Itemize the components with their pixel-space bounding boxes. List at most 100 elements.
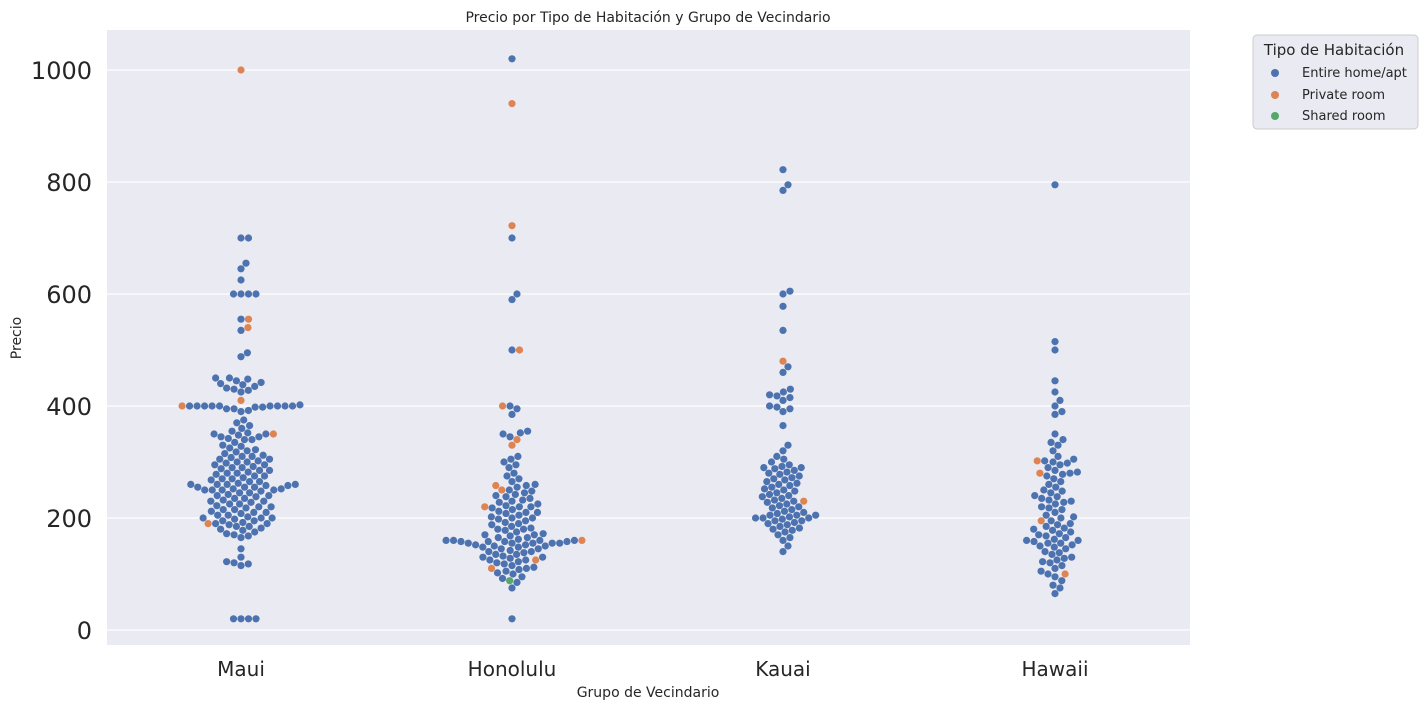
data-point <box>1058 577 1066 585</box>
data-point <box>778 515 786 523</box>
data-point <box>1070 513 1078 521</box>
data-point <box>1054 441 1062 449</box>
data-point <box>508 562 516 570</box>
data-point <box>1067 497 1075 505</box>
data-point <box>1060 524 1068 532</box>
data-point <box>764 520 772 528</box>
data-point <box>1055 549 1063 557</box>
data-point <box>530 563 538 571</box>
data-point <box>262 430 270 438</box>
data-point <box>193 402 201 410</box>
data-point <box>217 433 225 441</box>
data-point <box>237 615 245 623</box>
data-point <box>498 402 507 410</box>
data-point <box>259 403 267 411</box>
data-point <box>252 493 260 501</box>
data-point <box>805 514 813 522</box>
data-point <box>493 569 502 577</box>
data-point <box>758 493 766 501</box>
data-point <box>217 465 225 473</box>
data-point <box>1058 487 1066 495</box>
data-point <box>1045 504 1053 512</box>
data-point <box>523 534 531 542</box>
data-point <box>770 475 778 483</box>
legend-label-entire-home: Entire home/apt <box>1302 66 1407 81</box>
data-point <box>1067 528 1075 536</box>
data-point <box>239 474 247 482</box>
data-point <box>768 504 776 512</box>
data-point <box>514 452 522 460</box>
data-point <box>800 508 808 516</box>
data-point <box>508 615 516 623</box>
data-point <box>250 472 259 480</box>
data-point <box>508 296 516 304</box>
data-point <box>786 385 794 393</box>
data-point <box>1049 458 1057 466</box>
data-point <box>260 461 269 469</box>
data-point <box>1045 480 1053 488</box>
data-point <box>255 466 264 474</box>
data-point <box>219 517 227 525</box>
data-point <box>570 536 579 545</box>
data-point <box>245 489 254 497</box>
data-point <box>1059 436 1067 444</box>
data-point <box>250 483 259 491</box>
data-point <box>765 469 773 477</box>
data-point <box>224 490 232 499</box>
data-point <box>228 464 236 472</box>
data-point <box>492 481 500 490</box>
data-point <box>244 290 253 298</box>
data-point <box>244 468 252 476</box>
data-point <box>797 464 805 472</box>
data-point <box>217 380 225 388</box>
data-point <box>509 570 517 578</box>
data-point <box>779 166 787 174</box>
data-point <box>1068 553 1076 561</box>
data-point <box>784 363 792 371</box>
data-point <box>215 402 224 410</box>
data-point <box>266 402 274 410</box>
data-point <box>479 553 487 561</box>
data-point <box>776 522 784 531</box>
data-point <box>1051 590 1059 598</box>
data-point <box>520 549 528 557</box>
data-point <box>245 478 254 486</box>
data-point <box>531 480 539 488</box>
data-point <box>1058 408 1066 416</box>
y-tick-label: 0 <box>77 617 92 645</box>
data-point <box>251 446 260 454</box>
data-point <box>257 487 265 495</box>
data-point <box>506 402 514 410</box>
data-point <box>237 562 245 570</box>
data-point <box>1056 396 1064 404</box>
data-point <box>237 265 245 273</box>
data-point <box>508 234 516 242</box>
data-point <box>513 290 521 298</box>
data-point <box>257 378 265 387</box>
legend-marker-shared-room <box>1271 112 1279 120</box>
data-point <box>530 531 538 539</box>
data-point <box>1048 526 1057 534</box>
data-point <box>1055 530 1063 538</box>
data-point <box>255 478 264 486</box>
data-point <box>237 388 245 396</box>
data-point <box>208 486 216 494</box>
data-point <box>515 475 523 483</box>
y-tick-label: 600 <box>46 281 92 309</box>
data-point <box>237 290 245 298</box>
data-point <box>773 452 781 460</box>
data-point <box>779 368 787 376</box>
data-point <box>1066 469 1074 477</box>
data-point <box>1049 581 1057 589</box>
data-point <box>784 441 792 449</box>
data-point <box>793 511 801 519</box>
data-point <box>265 455 274 463</box>
data-point <box>244 532 252 540</box>
data-point <box>1047 517 1055 525</box>
data-point <box>1051 466 1059 474</box>
data-point <box>255 433 263 441</box>
data-point <box>238 452 246 460</box>
data-point <box>508 539 516 547</box>
data-point <box>515 565 523 574</box>
data-point <box>790 497 798 505</box>
